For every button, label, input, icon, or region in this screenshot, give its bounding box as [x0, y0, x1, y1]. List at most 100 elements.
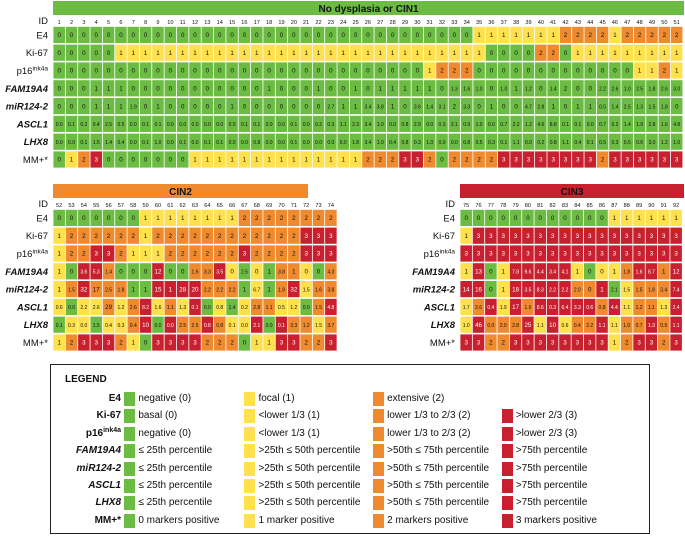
cell-value-label: 0 — [206, 86, 210, 93]
heat-cell — [633, 26, 646, 43]
heat-cell — [263, 98, 275, 115]
heat-cell — [189, 133, 201, 150]
cell-value-label: 3 — [588, 233, 592, 240]
panel-title: CIN3 — [561, 187, 584, 198]
cell-value-label: 2.1 — [611, 287, 618, 293]
row-label-e4: E4 — [443, 213, 455, 224]
heat-cell — [362, 98, 374, 115]
cell-value-label: 1.9 — [130, 104, 137, 110]
legend-row-label: E4 — [108, 393, 121, 404]
heat-cell — [115, 80, 127, 97]
cell-value-label: 0.1 — [216, 140, 223, 146]
cell-value-label: 0.8 — [253, 140, 260, 146]
heat-cell — [349, 62, 362, 79]
heat-cell — [251, 151, 263, 168]
heat-cell — [436, 80, 448, 97]
heat-cell — [423, 44, 436, 61]
heat-cell — [90, 227, 102, 244]
heat-cell — [633, 227, 645, 244]
cell-value-label: 1.8 — [623, 270, 630, 276]
heat-cell — [546, 316, 559, 333]
cell-value-label: 1 — [230, 215, 234, 222]
heat-cell — [509, 334, 522, 351]
heat-cell — [251, 209, 263, 226]
heat-cell — [337, 133, 349, 150]
heat-cell — [472, 227, 485, 244]
row-label-fam: FAM19A4 — [412, 267, 455, 278]
cell-value-label: 1 — [57, 340, 61, 347]
heat-cell — [251, 334, 263, 351]
heat-cell — [238, 115, 251, 132]
heat-cell — [633, 44, 646, 61]
cell-value-label: 3 — [317, 233, 321, 240]
heat-cell — [572, 44, 584, 61]
cell-value-label: 0.0 — [439, 140, 446, 146]
row-label-mir: miR124-2 — [6, 102, 49, 113]
legend-swatch — [373, 409, 385, 424]
cell-value-label: 1 — [218, 50, 222, 57]
heat-cell — [609, 26, 621, 43]
heat-cell — [633, 98, 646, 115]
cell-value-label: 1 — [243, 157, 247, 164]
heat-cell — [78, 334, 90, 351]
id-tick-label: 80 — [525, 203, 531, 209]
cell-value-label: 0 — [588, 68, 592, 75]
cell-value-label: 0 — [94, 68, 98, 75]
heat-cell — [584, 115, 596, 132]
cell-value-label: 2 — [206, 251, 210, 258]
cell-value-label: 0.7 — [636, 323, 643, 329]
cell-value-label: 1.4 — [105, 140, 112, 146]
cell-value-label: 1.6 — [661, 122, 668, 128]
cell-value-label: 2.2 — [229, 287, 236, 293]
cell-value-label: 0 — [156, 32, 160, 39]
heat-cell — [325, 133, 337, 150]
heat-cell — [658, 281, 670, 298]
cell-value-label: 0.2 — [611, 122, 618, 128]
cell-value-label: 1 — [638, 50, 642, 57]
cell-value-label: 0.0 — [167, 122, 174, 128]
heat-cell — [596, 80, 609, 97]
cell-value-label: 0.5 — [476, 140, 483, 146]
cell-value-label: 0.0 — [315, 140, 322, 146]
heat-cell — [288, 334, 300, 351]
heat-cell — [411, 80, 424, 97]
panel-title: CIN2 — [169, 187, 192, 198]
id-tick-label: 24 — [340, 20, 346, 26]
cell-value-label: 1 — [181, 50, 185, 57]
heat-cell — [485, 281, 497, 298]
heat-cell — [226, 133, 238, 150]
cell-value-label: 3 — [650, 251, 654, 258]
legend-swatch — [124, 426, 136, 441]
cell-value-label: 0 — [156, 86, 160, 93]
heat-cell — [288, 245, 300, 262]
id-tick-label: 76 — [475, 203, 481, 209]
cell-value-label: 0.8 — [401, 122, 408, 128]
heat-cell — [609, 80, 621, 97]
cell-value-label: 0 — [169, 32, 173, 39]
cell-value-label: 3 — [329, 233, 333, 240]
cell-value-label: 0 — [341, 32, 345, 39]
cell-value-label: 1 — [156, 103, 160, 110]
cell-value-label: 0 — [489, 215, 493, 222]
heat-cell — [300, 44, 312, 61]
heat-cell — [510, 133, 522, 150]
cell-value-label: 1.6 — [524, 305, 531, 311]
id-tick-label: 23 — [328, 20, 334, 26]
heat-cell — [522, 209, 534, 226]
cell-value-label: 4.7 — [525, 104, 532, 110]
cell-value-label: 0.0 — [154, 323, 161, 329]
heat-cell — [263, 209, 275, 226]
id-tick-label: 59 — [143, 203, 149, 209]
id-tick-label: 88 — [624, 203, 630, 209]
heat-cell — [127, 298, 140, 315]
cell-value-label: 8.3 — [537, 287, 544, 293]
heat-cell — [201, 26, 214, 43]
legend-title: LEGEND — [65, 374, 107, 385]
cell-value-label: 0 — [218, 103, 222, 110]
heat-cell — [238, 227, 251, 244]
row-label-lhx: LHX8 — [24, 320, 49, 331]
cell-value-label: 0.1 — [290, 122, 297, 128]
cell-value-label: 0 — [144, 103, 148, 110]
cell-value-label: 2 — [255, 233, 259, 240]
heat-cell — [300, 334, 312, 351]
